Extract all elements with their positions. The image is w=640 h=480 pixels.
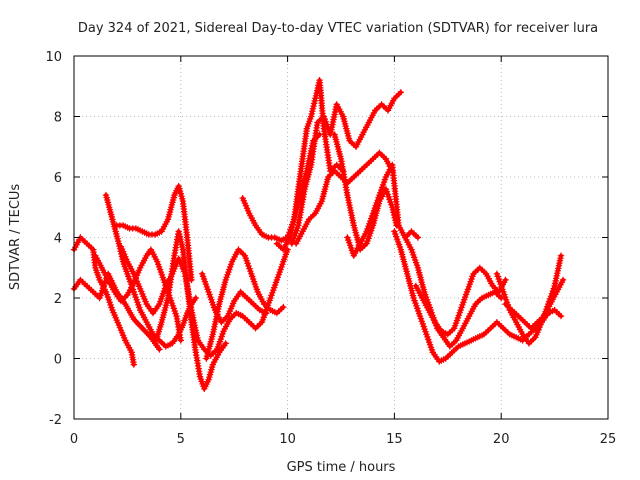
satellite-track-19 — [412, 264, 509, 338]
y-tick-label: 10 — [45, 50, 62, 65]
x-tick-label: 20 — [493, 432, 510, 447]
plus-markers — [292, 149, 396, 247]
y-tick-label: 6 — [54, 171, 62, 186]
plus-markers — [288, 89, 404, 247]
y-tick-label: 0 — [54, 353, 62, 368]
satellite-track-7 — [152, 228, 229, 392]
satellite-track-4 — [113, 182, 195, 284]
x-axis-label: GPS time / hours — [287, 460, 396, 475]
plus-markers — [391, 228, 565, 365]
y-tick-label: 2 — [54, 292, 62, 307]
x-tick-label: 15 — [386, 432, 403, 447]
satellite-track-8 — [194, 246, 291, 359]
plus-markers — [203, 246, 287, 362]
satellite-track-10 — [203, 246, 287, 362]
plus-markers — [331, 131, 400, 253]
plus-markers — [113, 182, 195, 284]
satellite-track-3 — [102, 191, 199, 350]
y-tick-label: 4 — [54, 232, 62, 247]
satellite-track-13 — [288, 89, 404, 247]
chart-title: Day 324 of 2021, Sidereal Day-to-day VTE… — [78, 21, 598, 36]
y-axis-label: SDTVAR / TECUs — [8, 184, 23, 291]
plus-markers — [273, 77, 347, 253]
plus-markers — [502, 276, 567, 332]
data-series-layer — [70, 77, 567, 392]
satellite-track-21 — [502, 276, 567, 332]
y-tick-label: 8 — [54, 111, 62, 126]
x-tick-label: 25 — [600, 432, 617, 447]
plus-markers — [412, 264, 509, 338]
plus-markers — [344, 161, 422, 259]
plus-markers — [152, 228, 229, 392]
x-tick-label: 10 — [279, 432, 296, 447]
x-tick-label: 5 — [177, 432, 185, 447]
axis-ticks: 0 5 10 15 20 25 -2 0 2 4 6 8 10 — [45, 50, 616, 447]
satellite-track-12 — [273, 77, 347, 253]
satellite-track-17 — [391, 228, 565, 365]
y-tick-label: -2 — [49, 413, 62, 428]
satellite-track-15 — [331, 131, 400, 253]
x-tick-label: 0 — [70, 432, 78, 447]
